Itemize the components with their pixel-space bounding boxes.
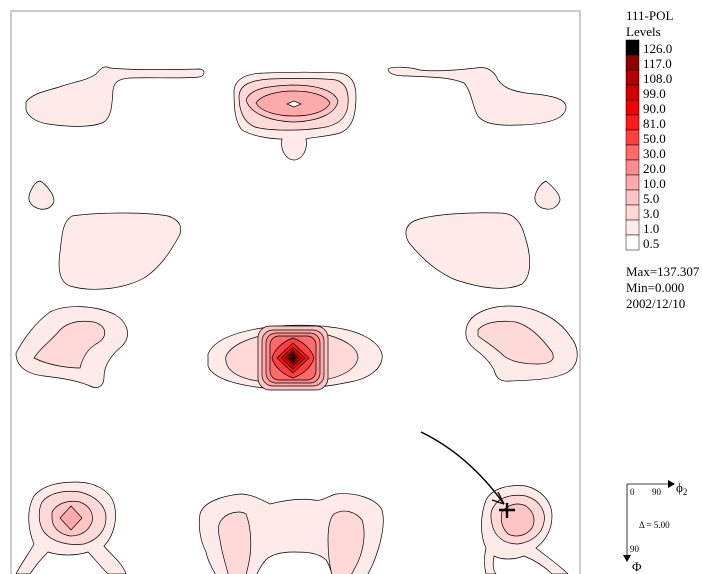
legend-level-label: 5.0 <box>643 191 659 206</box>
arrow-annotation <box>420 431 515 518</box>
legend-level-label: 99.0 <box>643 86 666 101</box>
axes-key-origin-label: 0 <box>630 487 635 497</box>
legend-level-label: 126.0 <box>643 41 672 56</box>
max-value: Max=137.307 <box>626 264 700 279</box>
legend-swatch <box>625 189 640 206</box>
legend-swatch <box>625 174 640 191</box>
contour-region <box>534 180 561 210</box>
legend-level-label: 0.5 <box>643 236 659 251</box>
legend-swatch <box>625 219 640 236</box>
axes-key-y-arrow <box>623 555 631 562</box>
cross-marker <box>499 503 515 518</box>
legend-title: Levels <box>626 24 661 39</box>
axes-key-y-end-label: 90 <box>630 544 640 554</box>
contour-region <box>59 505 83 531</box>
legend-swatch <box>625 159 640 176</box>
contour-region <box>286 100 302 108</box>
legend-swatch <box>625 204 640 221</box>
axes-key-delta: Δ = 5.00 <box>639 520 670 530</box>
legend-level-label: 1.0 <box>643 221 659 236</box>
legend-level-label: 117.0 <box>643 56 672 71</box>
legend-swatch <box>625 114 640 131</box>
legend-swatch <box>625 99 640 116</box>
legend-level-label: 30.0 <box>643 146 666 161</box>
chart-title: 111-POL <box>626 8 673 23</box>
axes-key-x-subscript: 2 <box>683 487 688 497</box>
contour-region <box>28 180 55 210</box>
contour-region <box>477 320 554 365</box>
legend-level-label: 10.0 <box>643 176 666 191</box>
legend-level-label: 3.0 <box>643 206 659 221</box>
contour-region <box>327 510 365 574</box>
axes-key-x-end-label: 90 <box>652 487 662 497</box>
contour-region <box>405 212 530 289</box>
min-value: Min=0.000 <box>626 280 684 295</box>
axes-key-x-symbol: ϕ <box>676 480 683 495</box>
legend-swatch <box>625 69 640 86</box>
arrow-line <box>420 431 505 505</box>
contour-region <box>387 66 567 126</box>
axes-key-x-arrow <box>668 480 675 488</box>
legend-level-label: 90.0 <box>643 101 666 116</box>
legend-level-label: 81.0 <box>643 116 666 131</box>
legend: 111-POL Levels 126.0117.0108.099.090.081… <box>625 8 700 311</box>
contour-region <box>218 511 252 574</box>
legend-level-label: 50.0 <box>643 131 666 146</box>
legend-level-label: 20.0 <box>643 161 666 176</box>
contour-region <box>58 212 182 290</box>
axes-key: 0 90 ϕ2 Δ = 5.00 90 Φ <box>623 480 687 574</box>
contour-region <box>500 503 535 537</box>
axes-key-y-label: Φ <box>632 559 642 574</box>
legend-swatch <box>625 144 640 161</box>
contour-map <box>15 66 578 574</box>
legend-swatch <box>625 129 640 146</box>
contour-region <box>33 320 106 369</box>
axes-key-x-label: ϕ2 <box>676 480 687 497</box>
legend-swatch <box>625 84 640 101</box>
contour-peak <box>291 356 295 360</box>
legend-swatch <box>625 39 640 56</box>
legend-level-label: 108.0 <box>643 71 672 86</box>
arrow-head <box>491 491 505 505</box>
legend-swatch <box>625 54 640 71</box>
legend-swatch <box>625 234 640 251</box>
contour-region <box>25 66 205 127</box>
date-stamp: 2002/12/10 <box>626 296 685 311</box>
